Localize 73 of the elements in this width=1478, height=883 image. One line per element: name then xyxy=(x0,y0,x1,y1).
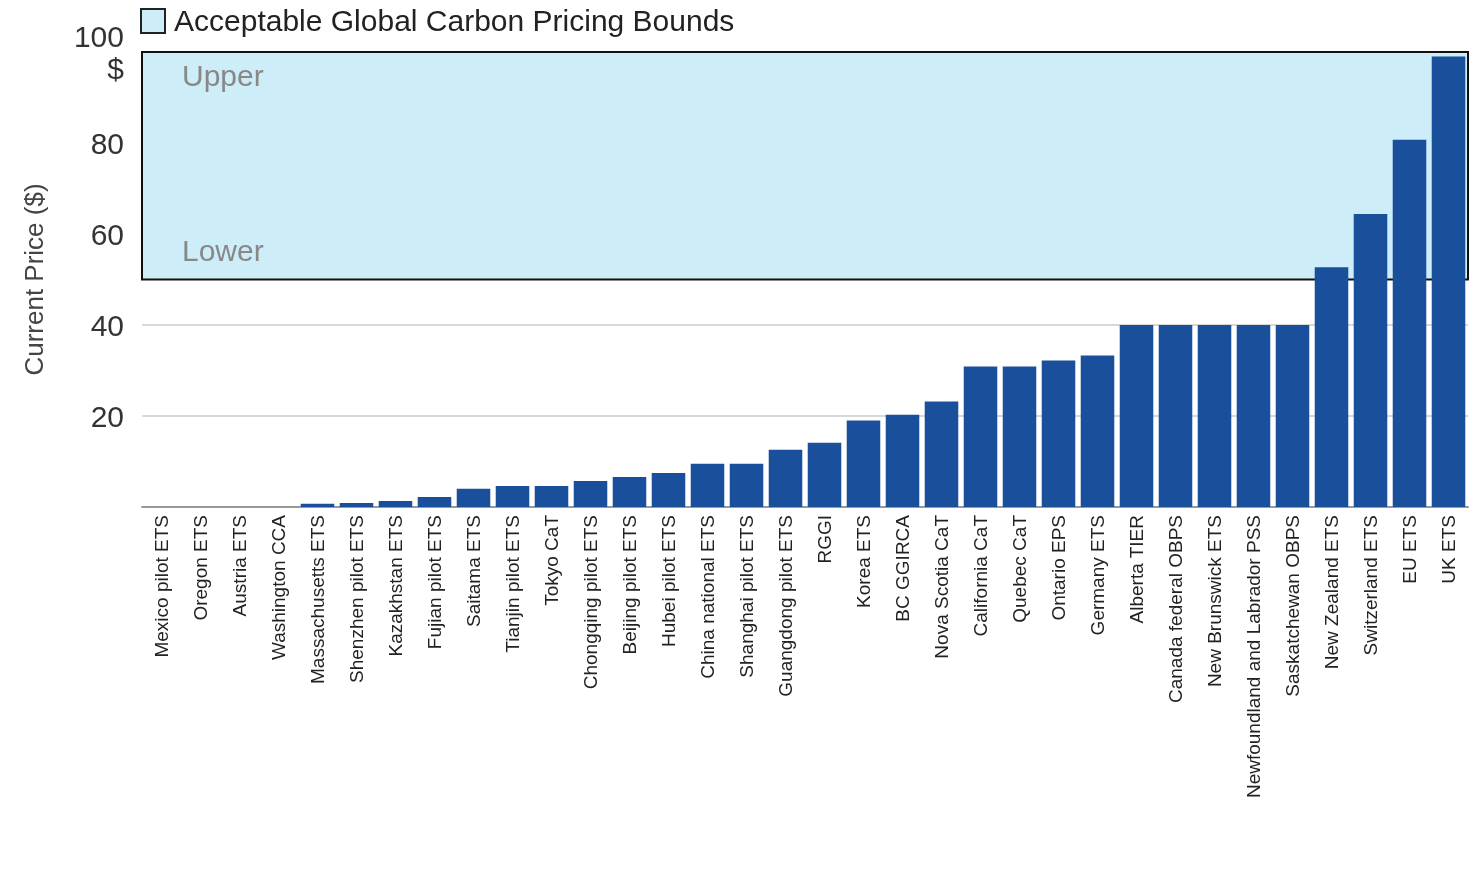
x-tick-label: Quebec CaT xyxy=(1009,514,1030,623)
x-tick-label: New Brunswick ETS xyxy=(1204,515,1225,688)
bar xyxy=(1431,56,1466,507)
bar xyxy=(1314,267,1349,507)
x-tick-label: Oregon ETS xyxy=(190,515,211,621)
x-tick-label: UK ETS xyxy=(1438,515,1459,584)
x-tick-label: Chongqing pilot ETS xyxy=(580,515,601,690)
bar xyxy=(1197,325,1232,507)
y-tick-label: 100 $ xyxy=(73,19,125,85)
x-tick-label: Saskatchewan OBPS xyxy=(1282,515,1303,697)
bar xyxy=(651,472,686,507)
bar xyxy=(1353,213,1388,507)
x-tick-label: Newfoundland and Labrador PSS xyxy=(1243,515,1264,799)
bar xyxy=(1002,366,1037,507)
x-tick-label: Beijing pilot ETS xyxy=(619,515,640,655)
x-tick-label: Alberta TIER xyxy=(1126,515,1147,624)
x-tick-label: BC GGIRCA xyxy=(892,514,913,622)
x-tick-label: Mexico pilot ETS xyxy=(151,515,172,658)
x-tick-label: Hubei pilot ETS xyxy=(658,515,679,648)
x-tick-label: China national ETS xyxy=(697,515,718,679)
x-tick-label: New Zealand ETS xyxy=(1321,515,1342,670)
bar xyxy=(768,449,803,507)
x-tick-label: Tianjin pilot ETS xyxy=(502,515,523,653)
x-tick-label: Guangdong pilot ETS xyxy=(775,515,796,697)
bar xyxy=(1041,360,1076,507)
x-tick-label: Switzerland ETS xyxy=(1360,515,1381,656)
bar xyxy=(612,476,647,507)
x-tick-label: Saitama ETS xyxy=(463,515,484,627)
y-tick-label: 40 xyxy=(90,308,124,342)
bar xyxy=(846,420,881,507)
bar xyxy=(1119,325,1154,507)
bar xyxy=(534,486,569,507)
bar xyxy=(456,488,491,507)
x-tick-label: California CaT xyxy=(970,514,991,637)
x-tick-label: Ontario EPS xyxy=(1048,515,1069,621)
bar xyxy=(1236,325,1271,507)
x-tick-label: Tokyo CaT xyxy=(541,514,562,606)
x-tick-label: Austria ETS xyxy=(229,515,250,617)
bar xyxy=(1158,325,1193,507)
bar xyxy=(417,496,452,507)
bar xyxy=(885,414,920,507)
y-tick-label: 60 xyxy=(90,217,124,251)
x-tick-label: Germany ETS xyxy=(1087,515,1108,636)
bar xyxy=(1392,139,1427,507)
x-tick-label: Shanghai pilot ETS xyxy=(736,515,757,678)
bar xyxy=(495,486,530,507)
y-tick-label: 80 xyxy=(90,126,124,160)
x-tick-label: Shenzhen pilot ETS xyxy=(346,515,367,683)
bar xyxy=(573,481,608,507)
bar xyxy=(1080,355,1115,507)
band-label: Acceptable Global Carbon Pricing Bounds xyxy=(174,4,735,38)
bar xyxy=(1275,325,1310,507)
x-tick-label: Fujian pilot ETS xyxy=(424,515,445,650)
x-tick-label: Korea ETS xyxy=(853,515,874,608)
bar xyxy=(378,501,413,507)
annotation: Upper xyxy=(182,58,264,92)
x-tick-label: Massachusetts ETS xyxy=(307,515,328,684)
x-tick-label: EU ETS xyxy=(1399,515,1420,584)
bar xyxy=(690,463,725,507)
bar xyxy=(924,401,959,507)
x-tick-label: Canada federal OBPS xyxy=(1165,515,1186,704)
x-tick-label: Kazakhstan ETS xyxy=(385,515,406,657)
bar xyxy=(807,442,842,507)
bar xyxy=(339,502,374,507)
annotation: Lower xyxy=(182,234,264,267)
x-tick-label: RGGI xyxy=(814,515,835,564)
x-tick-label: Washington CCA xyxy=(268,514,289,661)
bar xyxy=(300,503,335,507)
bar xyxy=(963,366,998,507)
y-tick-label: 20 xyxy=(90,399,124,433)
x-tick-label: Nova Scotia CaT xyxy=(931,514,952,659)
bar xyxy=(729,463,764,507)
y-axis-title: Current Price ($) xyxy=(19,183,49,376)
